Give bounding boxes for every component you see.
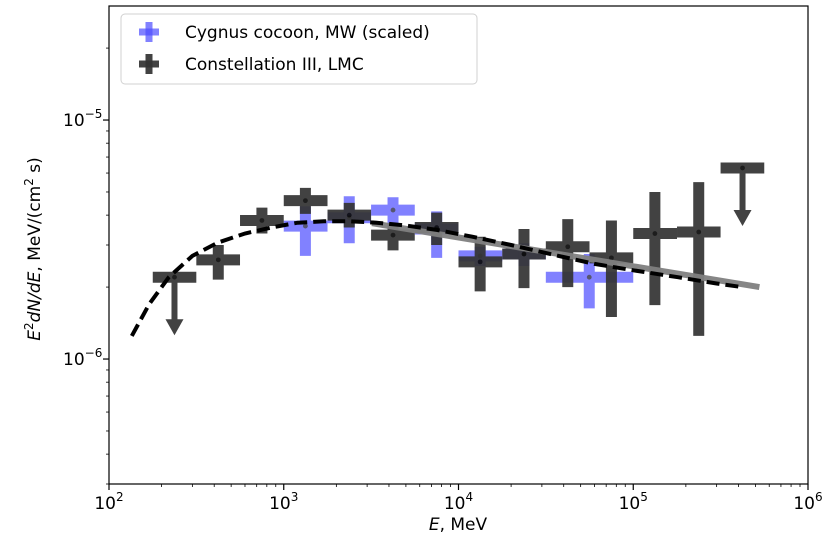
- model-curve-dashed: [130, 219, 743, 337]
- point-marker: [477, 259, 483, 265]
- point-marker: [696, 229, 702, 235]
- legend-marker-constellation: [139, 54, 159, 74]
- legend-label-constellation: Constellation III, LMC: [185, 55, 364, 75]
- data-point: [720, 162, 765, 226]
- point-marker: [609, 255, 614, 261]
- legend-frame: [120, 13, 478, 85]
- point-marker: [390, 232, 396, 238]
- point-marker: [652, 231, 658, 236]
- upper-limit-arrow-icon: [733, 209, 752, 226]
- y-axis-label: E2dN/dE, MeV/(cm2 s): [22, 157, 45, 341]
- data-point: [327, 202, 372, 228]
- data-point: [633, 191, 678, 306]
- data-point: [196, 245, 241, 280]
- point-marker: [215, 257, 221, 263]
- data-point: [545, 254, 634, 309]
- point-marker: [302, 198, 308, 204]
- point-marker: [390, 207, 396, 213]
- upper-limit-arrow-icon: [165, 319, 184, 336]
- legend-label-cygnus: Cygnus cocoon, MW (scaled): [185, 23, 430, 43]
- data-point: [677, 182, 721, 336]
- point-marker: [346, 212, 352, 218]
- point-marker: [521, 251, 527, 257]
- point-marker: [259, 218, 265, 223]
- data-point: [283, 187, 328, 214]
- data-point: [502, 228, 546, 289]
- point-marker: [586, 274, 592, 280]
- point-marker: [172, 274, 177, 280]
- fit-line-solid: [371, 220, 760, 291]
- plot-area: [130, 162, 765, 337]
- data-point: [458, 236, 503, 292]
- data-point: [152, 271, 197, 336]
- point-marker: [740, 165, 745, 171]
- series-constellation: [152, 162, 765, 336]
- point-marker: [565, 244, 571, 250]
- legend: Cygnus cocoon, MW (scaled) Constellation…: [120, 13, 478, 85]
- x-axis-label: E, MeV: [429, 515, 488, 535]
- point-marker: [302, 223, 308, 229]
- legend-marker-cygnus: [139, 22, 159, 42]
- data-point: [283, 206, 328, 256]
